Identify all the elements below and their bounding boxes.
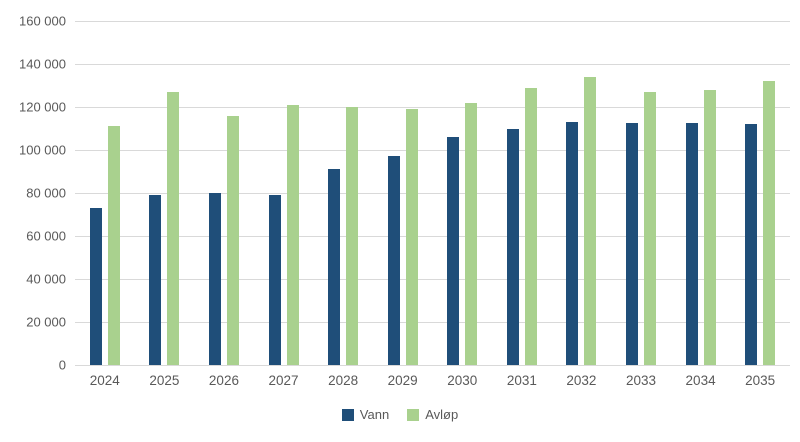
bar-avløp-2026 [226, 115, 239, 365]
gridlines [75, 21, 790, 366]
bar-avløp-2025 [167, 91, 180, 365]
bar-avløp-2032 [584, 76, 597, 365]
gridline [75, 150, 790, 151]
gridline [75, 322, 790, 323]
x-tick-label-2029: 2029 [387, 373, 418, 388]
plot-area [75, 21, 790, 366]
bar-avløp-2027 [286, 104, 299, 365]
x-tick-label-2025: 2025 [149, 373, 180, 388]
y-tick-label: 160 000 [19, 13, 66, 29]
gridline [75, 21, 790, 22]
bar-group-2027 [254, 21, 314, 365]
bar-avløp-2024 [107, 126, 120, 365]
y-tick-label: 100 000 [19, 142, 66, 158]
bar-group-2035 [730, 21, 790, 365]
x-tick-label-2030: 2030 [447, 373, 478, 388]
legend-label-vann: Vann [359, 407, 390, 422]
legend-label-avløp: Avløp [425, 407, 459, 422]
bar-vann-2028 [328, 169, 341, 365]
x-tick-label-2026: 2026 [208, 373, 239, 388]
bar-avløp-2034 [703, 89, 716, 365]
x-tick-label-2027: 2027 [268, 373, 299, 388]
bar-group-2034 [671, 21, 731, 365]
bar-vann-2027 [268, 195, 281, 365]
bar-group-2033 [611, 21, 671, 365]
gridline [75, 279, 790, 280]
bar-vann-2030 [447, 137, 460, 365]
legend-item-vann: Vann [341, 407, 390, 422]
bar-group-2026 [194, 21, 254, 365]
x-tick-label-2032: 2032 [566, 373, 597, 388]
x-tick-label-2033: 2033 [625, 373, 657, 388]
bar-avløp-2028 [346, 107, 359, 365]
y-axis: 0 20 000 40 000 60 000 80 000 100 000 120 000 1… [0, 14, 66, 373]
y-tick-label: 40 000 [26, 271, 66, 287]
bar-group-2025 [135, 21, 195, 365]
bar-vann-2026 [208, 193, 221, 365]
x-tick-label-2035: 2035 [745, 373, 776, 388]
bar-group-2029 [373, 21, 433, 365]
legend-item-avløp: Avløp [407, 407, 458, 422]
bar-group-2030 [432, 21, 492, 365]
bar-avløp-2030 [465, 102, 478, 365]
x-tick-label-2034: 2034 [685, 373, 716, 388]
bar-vann-2031 [506, 128, 519, 365]
y-tick-label: 20 000 [26, 314, 66, 330]
gridline [75, 193, 790, 194]
y-tick-label: 80 000 [26, 185, 66, 201]
y-tick-label: 120 000 [19, 99, 66, 115]
legend-swatch-avløp [407, 408, 420, 421]
bar-vann-2035 [745, 124, 758, 365]
gridline [75, 236, 790, 237]
legend-swatch-vann [341, 408, 354, 421]
bar-vann-2033 [625, 123, 638, 365]
gridline [75, 365, 790, 366]
bar-group-2024 [75, 21, 135, 365]
bar-avløp-2029 [405, 109, 418, 365]
bar-vann-2024 [89, 208, 102, 365]
bar-vann-2032 [566, 122, 579, 365]
bar-avløp-2033 [643, 91, 656, 365]
bar-vann-2029 [387, 156, 400, 365]
x-tick-label-2028: 2028 [328, 373, 359, 388]
bar-group-2032 [552, 21, 612, 365]
y-tick-label: 140 000 [19, 56, 66, 72]
bar-avløp-2035 [763, 81, 776, 365]
y-tick-label: 0 [58, 357, 66, 373]
gridline [75, 64, 790, 65]
legend: Vann Avløp [0, 407, 800, 422]
bar-avløp-2031 [524, 87, 537, 365]
bar-vann-2025 [149, 195, 162, 365]
x-axis: 2024 2025 2026 2027 2028 2029 2030 2031 2032 2033… [75, 373, 790, 388]
bar-group-2031 [492, 21, 552, 365]
x-tick-label-2031: 2031 [506, 373, 537, 388]
gridline [75, 107, 790, 108]
bar-group-2028 [313, 21, 373, 365]
x-tick-label-2024: 2024 [89, 373, 120, 388]
bar-vann-2034 [685, 123, 698, 365]
y-tick-label: 60 000 [26, 228, 66, 244]
bar-groups [75, 21, 790, 365]
